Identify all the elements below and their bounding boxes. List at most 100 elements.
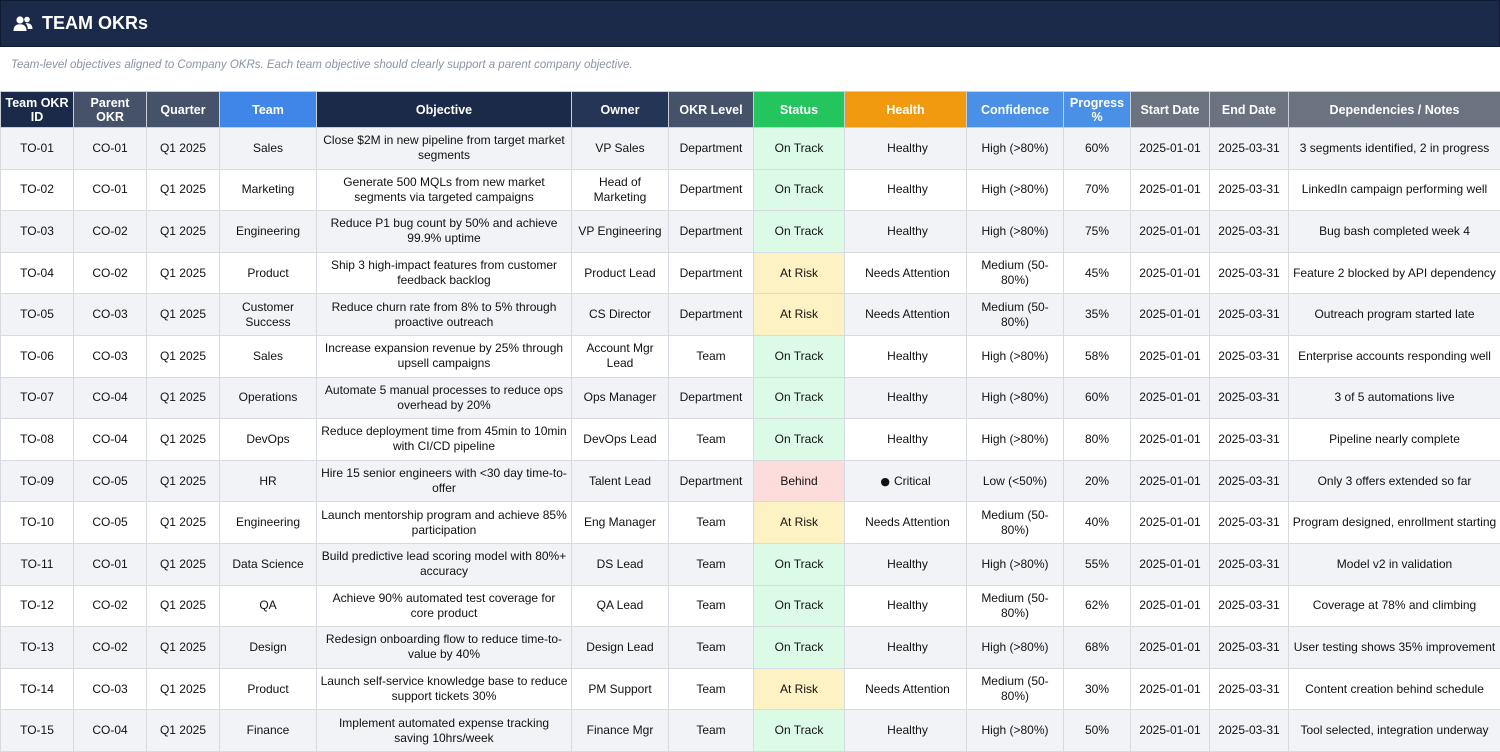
start-date-cell[interactable]: 2025-01-01 — [1130, 418, 1210, 461]
table-row[interactable]: TO-13 CO-02 Q1 2025 Design Redesign onboardi… — [0, 626, 1500, 669]
team-cell[interactable]: Customer Success — [219, 293, 317, 336]
table-row[interactable]: TO-14 CO-03 Q1 2025 Product Launch self-serv… — [0, 667, 1500, 711]
okr-level-cell[interactable]: Team — [668, 501, 754, 544]
parent-okr-cell[interactable]: CO-01 — [73, 168, 147, 212]
status-cell[interactable]: On Track — [753, 542, 845, 586]
owner-cell[interactable]: Account Mgr Lead — [571, 334, 669, 378]
objective-cell[interactable]: Launch self-service knowledge base to re… — [316, 667, 572, 711]
okr-id-cell[interactable]: TO-05 — [0, 293, 74, 336]
status-cell[interactable]: On Track — [753, 584, 845, 628]
quarter-cell[interactable]: Q1 2025 — [146, 293, 220, 336]
progress-cell[interactable]: 68% — [1063, 626, 1131, 669]
column-header[interactable]: Objective — [316, 91, 572, 128]
quarter-cell[interactable]: Q1 2025 — [146, 667, 220, 711]
notes-cell[interactable]: LinkedIn campaign performing well — [1288, 168, 1500, 212]
status-cell[interactable]: At Risk — [753, 251, 845, 295]
okr-id-cell[interactable]: TO-09 — [0, 459, 74, 503]
objective-cell[interactable]: Reduce deployment time from 45min to 10m… — [316, 418, 572, 461]
quarter-cell[interactable]: Q1 2025 — [146, 709, 220, 752]
status-cell[interactable]: On Track — [753, 418, 845, 461]
quarter-cell[interactable]: Q1 2025 — [146, 459, 220, 503]
okr-id-cell[interactable]: TO-14 — [0, 667, 74, 711]
parent-okr-cell[interactable]: CO-02 — [73, 251, 147, 295]
okr-level-cell[interactable]: Department — [668, 459, 754, 503]
owner-cell[interactable]: Design Lead — [571, 626, 669, 669]
confidence-cell[interactable]: Low (<50%) — [966, 459, 1064, 503]
health-cell[interactable]: Healthy — [844, 626, 967, 669]
parent-okr-cell[interactable]: CO-04 — [73, 376, 147, 420]
team-cell[interactable]: Finance — [219, 709, 317, 752]
confidence-cell[interactable]: High (>80%) — [966, 127, 1064, 170]
parent-okr-cell[interactable]: CO-03 — [73, 293, 147, 336]
column-header[interactable]: Status — [753, 91, 845, 128]
end-date-cell[interactable]: 2025-03-31 — [1209, 376, 1289, 420]
end-date-cell[interactable]: 2025-03-31 — [1209, 210, 1289, 253]
health-cell[interactable]: Healthy — [844, 210, 967, 253]
end-date-cell[interactable]: 2025-03-31 — [1209, 459, 1289, 503]
okr-level-cell[interactable]: Team — [668, 667, 754, 711]
okr-level-cell[interactable]: Department — [668, 293, 754, 336]
table-row[interactable]: TO-09 CO-05 Q1 2025 HR Hire 15 senior engine… — [0, 459, 1500, 503]
progress-cell[interactable]: 60% — [1063, 376, 1131, 420]
health-cell[interactable]: ● Critical — [844, 459, 967, 503]
objective-cell[interactable]: Ship 3 high-impact features from custome… — [316, 251, 572, 295]
confidence-cell[interactable]: High (>80%) — [966, 168, 1064, 212]
confidence-cell[interactable]: High (>80%) — [966, 376, 1064, 420]
end-date-cell[interactable]: 2025-03-31 — [1209, 709, 1289, 752]
quarter-cell[interactable]: Q1 2025 — [146, 626, 220, 669]
end-date-cell[interactable]: 2025-03-31 — [1209, 418, 1289, 461]
objective-cell[interactable]: Generate 500 MQLs from new market segmen… — [316, 168, 572, 212]
quarter-cell[interactable]: Q1 2025 — [146, 168, 220, 212]
status-cell[interactable]: On Track — [753, 334, 845, 378]
okr-id-cell[interactable]: TO-03 — [0, 210, 74, 253]
confidence-cell[interactable]: High (>80%) — [966, 334, 1064, 378]
health-cell[interactable]: Healthy — [844, 334, 967, 378]
okr-id-cell[interactable]: TO-01 — [0, 127, 74, 170]
team-cell[interactable]: Engineering — [219, 501, 317, 544]
owner-cell[interactable]: DevOps Lead — [571, 418, 669, 461]
table-row[interactable]: TO-02 CO-01 Q1 2025 Marketing Generate 500 M… — [0, 168, 1500, 212]
column-header[interactable]: Quarter — [146, 91, 220, 128]
notes-cell[interactable]: Content creation behind schedule — [1288, 667, 1500, 711]
quarter-cell[interactable]: Q1 2025 — [146, 127, 220, 170]
quarter-cell[interactable]: Q1 2025 — [146, 251, 220, 295]
okr-id-cell[interactable]: TO-02 — [0, 168, 74, 212]
start-date-cell[interactable]: 2025-01-01 — [1130, 501, 1210, 544]
confidence-cell[interactable]: Medium (50-80%) — [966, 251, 1064, 295]
column-header[interactable]: Owner — [571, 91, 669, 128]
end-date-cell[interactable]: 2025-03-31 — [1209, 334, 1289, 378]
notes-cell[interactable]: Enterprise accounts responding well — [1288, 334, 1500, 378]
confidence-cell[interactable]: High (>80%) — [966, 626, 1064, 669]
confidence-cell[interactable]: High (>80%) — [966, 709, 1064, 752]
table-row[interactable]: TO-15 CO-04 Q1 2025 Finance Implement automa… — [0, 709, 1500, 752]
column-header[interactable]: Progress % — [1063, 91, 1131, 128]
end-date-cell[interactable]: 2025-03-31 — [1209, 667, 1289, 711]
okr-level-cell[interactable]: Department — [668, 376, 754, 420]
owner-cell[interactable]: Talent Lead — [571, 459, 669, 503]
parent-okr-cell[interactable]: CO-02 — [73, 210, 147, 253]
notes-cell[interactable]: Only 3 offers extended so far — [1288, 459, 1500, 503]
status-cell[interactable]: At Risk — [753, 293, 845, 336]
okr-level-cell[interactable]: Team — [668, 709, 754, 752]
table-row[interactable]: TO-06 CO-03 Q1 2025 Sales Increase expansion… — [0, 334, 1500, 378]
okr-id-cell[interactable]: TO-13 — [0, 626, 74, 669]
parent-okr-cell[interactable]: CO-03 — [73, 667, 147, 711]
okr-id-cell[interactable]: TO-07 — [0, 376, 74, 420]
quarter-cell[interactable]: Q1 2025 — [146, 210, 220, 253]
owner-cell[interactable]: Product Lead — [571, 251, 669, 295]
owner-cell[interactable]: Head of Marketing — [571, 168, 669, 212]
team-cell[interactable]: HR — [219, 459, 317, 503]
health-cell[interactable]: Needs Attention — [844, 501, 967, 544]
okr-level-cell[interactable]: Department — [668, 210, 754, 253]
health-cell[interactable]: Needs Attention — [844, 251, 967, 295]
status-cell[interactable]: On Track — [753, 168, 845, 212]
start-date-cell[interactable]: 2025-01-01 — [1130, 584, 1210, 628]
team-cell[interactable]: DevOps — [219, 418, 317, 461]
progress-cell[interactable]: 58% — [1063, 334, 1131, 378]
objective-cell[interactable]: Redesign onboarding flow to reduce time-… — [316, 626, 572, 669]
status-cell[interactable]: On Track — [753, 709, 845, 752]
objective-cell[interactable]: Automate 5 manual processes to reduce op… — [316, 376, 572, 420]
objective-cell[interactable]: Reduce P1 bug count by 50% and achieve 9… — [316, 210, 572, 253]
quarter-cell[interactable]: Q1 2025 — [146, 501, 220, 544]
end-date-cell[interactable]: 2025-03-31 — [1209, 542, 1289, 586]
